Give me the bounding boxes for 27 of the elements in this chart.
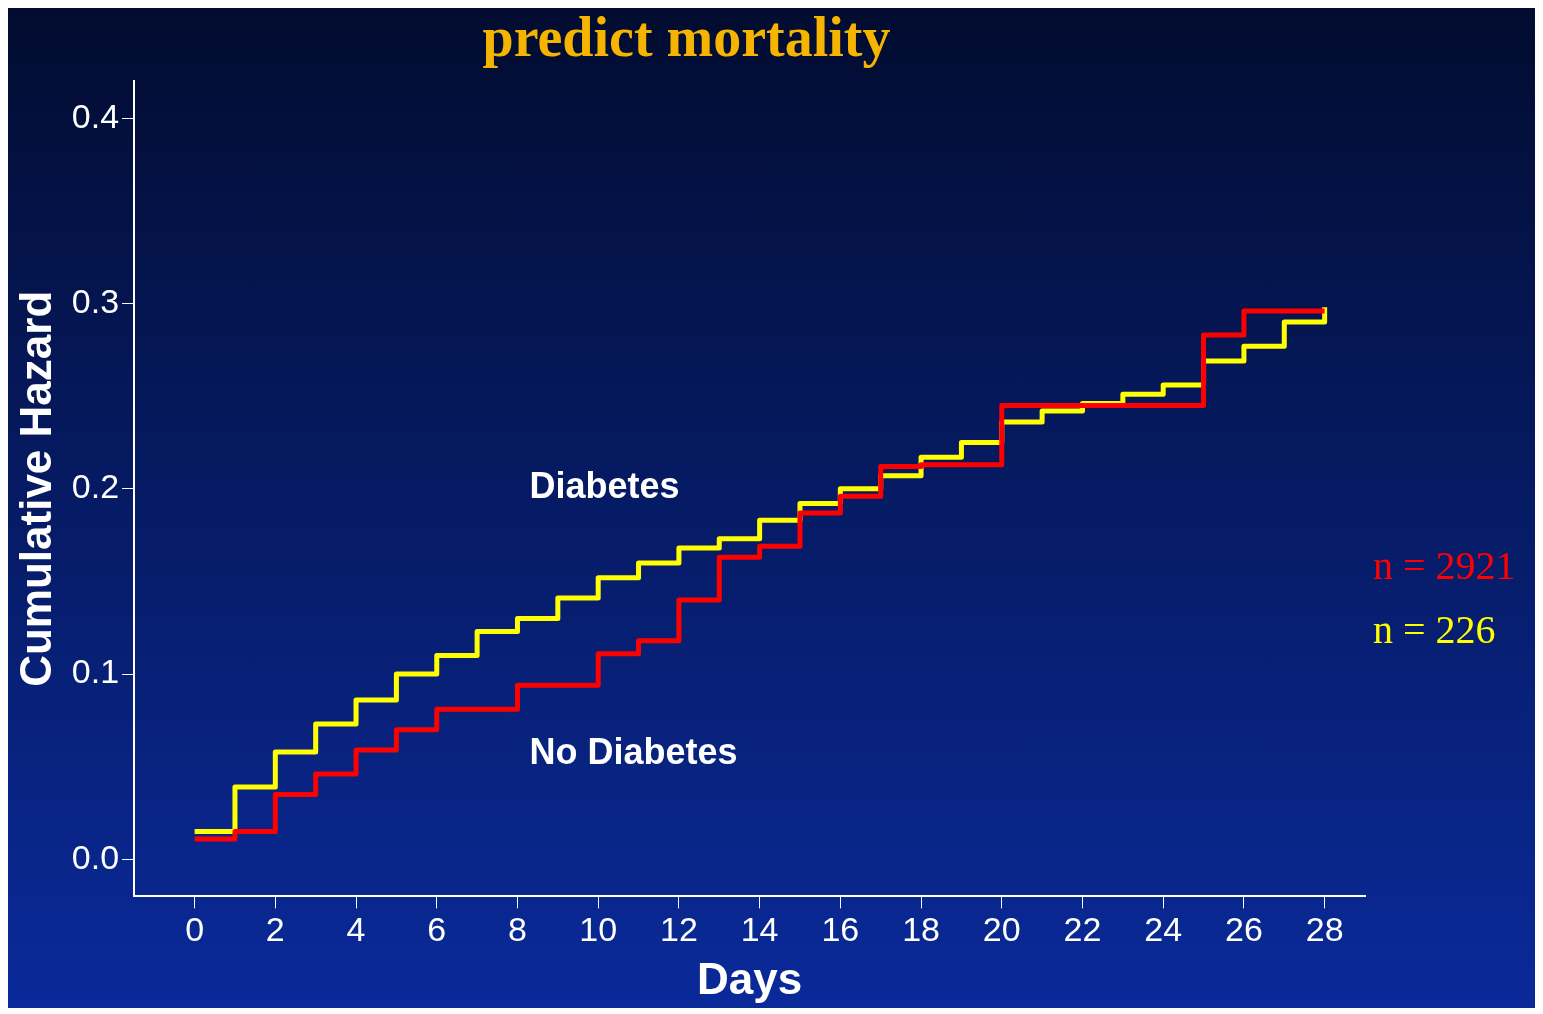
y-tick-label: 0.4	[71, 96, 120, 135]
chart-title: predict mortality	[482, 6, 891, 69]
x-tick-label: 2	[265, 910, 285, 949]
y-tick-label: 0.3	[71, 281, 120, 320]
x-tick-label: 16	[821, 910, 860, 949]
series-label: No Diabetes	[529, 730, 738, 772]
x-tick-label: 22	[1063, 910, 1102, 949]
y-tick-label: 0.0	[71, 837, 120, 876]
x-axis-title: Days	[696, 953, 803, 1003]
x-tick-label: 12	[659, 910, 698, 949]
x-tick-label: 10	[579, 910, 618, 949]
x-tick-label: 6	[427, 910, 447, 949]
x-tick-label: 4	[346, 910, 366, 949]
x-tick-label: 0	[185, 910, 205, 949]
text: n = 226	[1373, 606, 1496, 652]
x-tick-label: 26	[1225, 910, 1263, 949]
y-tick-label: 0.1	[71, 652, 120, 691]
x-tick-label: 14	[740, 910, 779, 949]
x-tick-label: 8	[508, 910, 527, 949]
text: n = 2921	[1373, 542, 1516, 588]
y-axis-title: Cumulative Hazard	[10, 290, 60, 687]
x-tick-label: 18	[902, 910, 940, 949]
x-tick-label: 20	[982, 910, 1021, 949]
x-tick-label: 24	[1144, 910, 1183, 949]
series-label: Diabetes	[529, 464, 680, 506]
x-tick-label: 28	[1305, 910, 1344, 949]
y-tick-label: 0.2	[71, 467, 120, 506]
